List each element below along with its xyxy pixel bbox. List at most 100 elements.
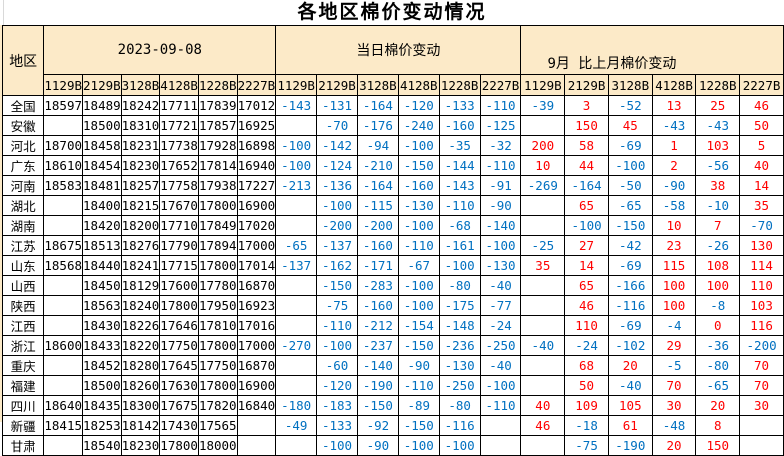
daily-cell: -200 <box>316 215 358 236</box>
prices-cell <box>43 375 84 396</box>
daily-cell: -270 <box>275 335 318 356</box>
region-name: 湖南 <box>1 215 45 236</box>
daily-cell: -176 <box>356 115 399 136</box>
daily-cell: -110 <box>397 235 440 256</box>
monthly-cell: 114 <box>739 255 784 276</box>
daily-cell <box>479 415 522 436</box>
region-name: 江西 <box>1 315 45 336</box>
monthly-cell: 1 <box>651 135 697 156</box>
daily-cell: -35 <box>438 135 481 156</box>
prices-cell <box>43 215 84 236</box>
daily-cell: -100 <box>316 195 358 216</box>
prices-cell: 16940 <box>236 155 277 176</box>
background-gridline <box>3 0 4 25</box>
prices-cell: 16900 <box>236 195 277 216</box>
prices-cell: 17750 <box>159 335 199 356</box>
daily-cell: -110 <box>316 315 358 336</box>
prices-cell: 17715 <box>159 255 199 276</box>
monthly-cell: 68 <box>564 355 609 376</box>
prices-cell: 17012 <box>236 95 277 116</box>
prices-cell: 17652 <box>159 155 199 176</box>
monthly-cell: 45 <box>607 115 653 136</box>
monthly-cell: 46 <box>739 95 784 116</box>
daily-cell: -131 <box>316 95 358 116</box>
prices-cell: 17950 <box>197 295 238 316</box>
daily-cell: -143 <box>275 95 318 116</box>
prices-cell: 18276 <box>120 235 161 256</box>
monthly-cell: 150 <box>695 435 741 456</box>
group-header-monthly-change: 9月 比上月棉价变动 <box>520 25 784 75</box>
daily-cell: -150 <box>316 275 358 296</box>
daily-cell <box>275 115 318 136</box>
monthly-cell: 103 <box>739 295 784 316</box>
daily-cell: -213 <box>275 175 318 196</box>
grade-header-2129b: 2129B <box>564 74 609 96</box>
prices-cell: 18129 <box>120 275 161 296</box>
prices-cell <box>43 295 84 316</box>
daily-cell: -237 <box>356 335 399 356</box>
monthly-cell: -52 <box>607 95 653 116</box>
monthly-cell: 200 <box>520 135 566 156</box>
prices-cell: 17800 <box>159 295 199 316</box>
region-name: 安徽 <box>1 115 45 136</box>
page-title: 各地区棉价变动情况 <box>297 1 487 23</box>
table-row: 四川 18640 18435 18300 17675 17820 16840 -180 -183… <box>1 395 784 416</box>
daily-cell: -136 <box>316 175 358 196</box>
daily-cell: -90 <box>479 195 522 216</box>
daily-cell: -120 <box>397 95 440 116</box>
grade-header-2129b: 2129B <box>82 74 122 96</box>
daily-cell: -125 <box>479 115 522 136</box>
monthly-cell: 14 <box>564 255 609 276</box>
daily-cell: -200 <box>356 215 399 236</box>
prices-cell: 18500 <box>82 375 122 396</box>
monthly-cell: -40 <box>520 335 566 356</box>
daily-cell: -150 <box>397 155 440 176</box>
grade-header-4128b: 4128B <box>651 74 697 96</box>
monthly-cell: -69 <box>607 315 653 336</box>
daily-cell: -137 <box>316 235 358 256</box>
table-row: 湖南 18420 18200 17710 17849 17020 -200 -200 -100-… <box>1 215 784 236</box>
prices-cell: 18300 <box>120 395 161 416</box>
grade-header-1228b: 1228B <box>197 74 238 96</box>
daily-cell: -100 <box>397 215 440 236</box>
monthly-cell: -5 <box>651 355 697 376</box>
monthly-cell: -26 <box>695 235 741 256</box>
prices-cell: 17645 <box>159 355 199 376</box>
grade-header-1228b: 1228B <box>438 74 481 96</box>
prices-cell: 18253 <box>82 415 122 436</box>
prices-cell: 18241 <box>120 255 161 276</box>
monthly-cell <box>520 355 566 376</box>
daily-cell: -130 <box>438 355 481 376</box>
daily-cell: -110 <box>479 155 522 176</box>
monthly-cell: 14 <box>739 175 784 196</box>
daily-cell: -160 <box>356 235 399 256</box>
monthly-cell: -43 <box>695 115 741 136</box>
grade-header-3128b: 3128B <box>607 74 653 96</box>
monthly-cell: 58 <box>564 135 609 156</box>
prices-cell: 18230 <box>120 155 161 176</box>
daily-cell: -100 <box>397 295 440 316</box>
table-row: 福建 18500 18260 17630 17800 16900 -120 -190 -110-… <box>1 375 784 396</box>
prices-cell: 18675 <box>43 235 84 256</box>
prices-cell: 18257 <box>120 175 161 196</box>
monthly-cell: 50 <box>564 375 609 396</box>
daily-cell: -140 <box>356 355 399 376</box>
daily-cell: -110 <box>479 95 522 116</box>
prices-cell <box>43 115 84 136</box>
monthly-cell: 30 <box>739 395 784 416</box>
monthly-cell: 20 <box>651 435 697 456</box>
prices-cell: 18513 <box>82 235 122 256</box>
daily-cell: -180 <box>275 395 318 416</box>
monthly-cell: 29 <box>651 335 697 356</box>
prices-cell: 17670 <box>159 195 199 216</box>
region-name: 江苏 <box>1 235 45 256</box>
prices-cell <box>43 275 84 296</box>
monthly-cell: 30 <box>651 395 697 416</box>
table-row: 江苏 18675 18513 18276 17790 17894 17000 -65 -137-… <box>1 235 784 256</box>
daily-cell: -91 <box>479 175 522 196</box>
monthly-cell: -56 <box>695 155 741 176</box>
prices-cell: 18220 <box>120 335 161 356</box>
region-name: 广东 <box>1 155 45 176</box>
monthly-cell: -200 <box>739 335 784 356</box>
daily-cell: -67 <box>397 255 440 276</box>
